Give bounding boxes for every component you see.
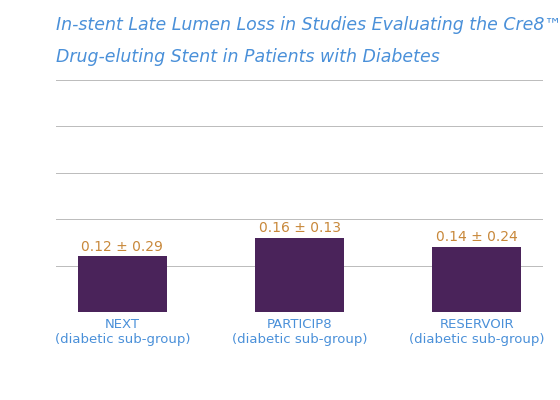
Text: Drug-eluting Stent in Patients with Diabetes: Drug-eluting Stent in Patients with Diab… <box>56 48 440 66</box>
Bar <box>432 247 521 312</box>
Bar <box>255 238 344 312</box>
Text: 0.14 ± 0.24: 0.14 ± 0.24 <box>436 230 517 244</box>
Text: 0.12 ± 0.29: 0.12 ± 0.29 <box>82 240 164 254</box>
Text: 0.16 ± 0.13: 0.16 ± 0.13 <box>259 221 340 235</box>
Bar <box>78 256 167 312</box>
Text: In-stent Late Lumen Loss in Studies Evaluating the Cre8™: In-stent Late Lumen Loss in Studies Eval… <box>56 16 560 34</box>
